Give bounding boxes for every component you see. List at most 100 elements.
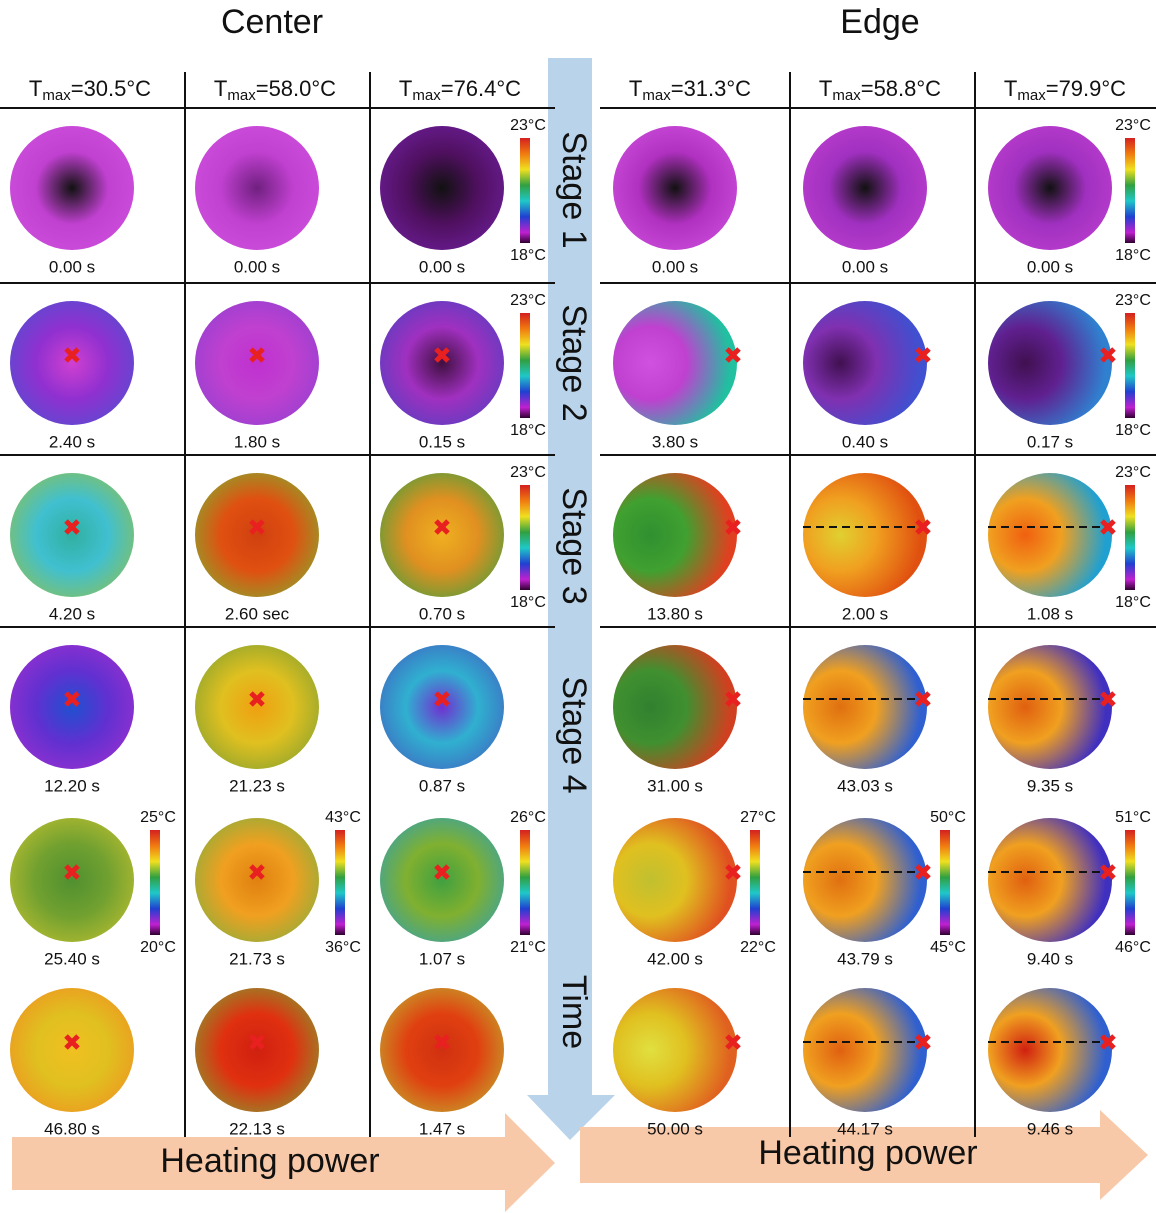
scale-min: 18°C bbox=[1115, 422, 1151, 439]
power-label: Heating power bbox=[160, 1142, 379, 1180]
header-value: =58.8°C bbox=[861, 76, 941, 101]
time-label: 43.79 s bbox=[837, 949, 893, 968]
color-bar bbox=[940, 830, 950, 935]
time-label: 0.70 s bbox=[419, 604, 465, 623]
time-label: 0.00 s bbox=[419, 257, 465, 276]
time-label: 1.80 s bbox=[234, 432, 280, 451]
scale-min: 18°C bbox=[1115, 594, 1151, 611]
header-symbol: T bbox=[214, 76, 227, 101]
thermal-image bbox=[195, 473, 319, 597]
time-label: 46.80 s bbox=[44, 1119, 100, 1138]
time-label: 0.00 s bbox=[842, 257, 888, 276]
time-label: 21.23 s bbox=[229, 776, 285, 795]
time-label: 9.46 s bbox=[1027, 1119, 1073, 1138]
time-label: 22.13 s bbox=[229, 1119, 285, 1138]
time-label: 0.00 s bbox=[49, 257, 95, 276]
thermal-image bbox=[195, 301, 319, 425]
thermal-image bbox=[195, 645, 319, 769]
thermal-image bbox=[195, 818, 319, 942]
time-label: 2.60 sec bbox=[225, 604, 290, 623]
thermal-image bbox=[380, 988, 504, 1112]
header-value: =58.0°C bbox=[256, 76, 336, 101]
scale-min: 18°C bbox=[510, 422, 546, 439]
column-header: Tmax=30.5°C bbox=[29, 76, 151, 104]
time-label: 13.80 s bbox=[647, 604, 703, 623]
stage-label: Stage 1 bbox=[555, 131, 593, 248]
color-bar bbox=[150, 830, 160, 935]
figure: Stage 1Stage 2Stage 3Stage 4TimeCenterHe… bbox=[0, 0, 1156, 1213]
time-label: 9.40 s bbox=[1027, 949, 1073, 968]
time-label: 25.40 s bbox=[44, 949, 100, 968]
scale-min: 45°C bbox=[930, 939, 966, 956]
time-label: 43.03 s bbox=[837, 776, 893, 795]
time-label: 42.00 s bbox=[647, 949, 703, 968]
time-label: 1.07 s bbox=[419, 949, 465, 968]
stage-label: Stage 4 bbox=[555, 676, 593, 793]
scale-min: 46°C bbox=[1115, 939, 1151, 956]
scale-max: 25°C bbox=[140, 809, 176, 826]
time-label: 3.80 s bbox=[652, 432, 698, 451]
time-label: 0.15 s bbox=[419, 432, 465, 451]
header-subscript: max bbox=[227, 87, 256, 104]
time-label: 2.40 s bbox=[49, 432, 95, 451]
header-symbol: T bbox=[819, 76, 832, 101]
scale-min: 20°C bbox=[140, 939, 176, 956]
time-label: 0.40 s bbox=[842, 432, 888, 451]
thermal-image bbox=[988, 645, 1112, 769]
time-label: 0.87 s bbox=[419, 776, 465, 795]
color-bar bbox=[335, 830, 345, 935]
time-label: 21.73 s bbox=[229, 949, 285, 968]
header-value: =79.9°C bbox=[1046, 76, 1126, 101]
scale-min: 18°C bbox=[510, 594, 546, 611]
thermal-image bbox=[803, 301, 927, 425]
thermal-image bbox=[195, 126, 319, 250]
scale-max: 50°C bbox=[930, 809, 966, 826]
color-bar bbox=[520, 313, 530, 418]
content: Stage 1Stage 2Stage 3Stage 4TimeCenterHe… bbox=[0, 3, 1156, 1180]
time-label: 0.17 s bbox=[1027, 432, 1073, 451]
scale-max: 43°C bbox=[325, 809, 361, 826]
thermal-image bbox=[613, 645, 737, 769]
thermal-image bbox=[195, 988, 319, 1112]
header-subscript: max bbox=[832, 87, 861, 104]
thermal-image bbox=[613, 988, 737, 1112]
time-label: 31.00 s bbox=[647, 776, 703, 795]
thermal-image bbox=[10, 473, 134, 597]
scale-min: 21°C bbox=[510, 939, 546, 956]
time-label: 44.17 s bbox=[837, 1119, 893, 1138]
thermal-image bbox=[380, 126, 504, 250]
thermal-image bbox=[988, 473, 1112, 597]
stage-label: Stage 2 bbox=[555, 304, 593, 421]
panel-title: Center bbox=[221, 3, 323, 41]
header-symbol: T bbox=[629, 76, 642, 101]
thermal-image bbox=[988, 988, 1112, 1112]
color-bar bbox=[1125, 830, 1135, 935]
thermal-image bbox=[988, 818, 1112, 942]
thermal-image bbox=[380, 645, 504, 769]
thermal-image bbox=[10, 126, 134, 250]
column-header: Tmax=58.0°C bbox=[214, 76, 336, 104]
header-symbol: T bbox=[399, 76, 412, 101]
column-header: Tmax=58.8°C bbox=[819, 76, 941, 104]
color-bar bbox=[1125, 138, 1135, 243]
thermal-image bbox=[10, 645, 134, 769]
header-value: =30.5°C bbox=[71, 76, 151, 101]
thermal-image bbox=[988, 126, 1112, 250]
thermal-image bbox=[803, 126, 927, 250]
scale-max: 26°C bbox=[510, 809, 546, 826]
header-symbol: T bbox=[29, 76, 42, 101]
thermal-image bbox=[988, 301, 1112, 425]
thermal-image bbox=[380, 818, 504, 942]
column-header: Tmax=31.3°C bbox=[629, 76, 751, 104]
color-bar bbox=[520, 830, 530, 935]
scale-min: 36°C bbox=[325, 939, 361, 956]
panel-title: Edge bbox=[840, 3, 919, 41]
color-bar bbox=[1125, 485, 1135, 590]
column-header: Tmax=79.9°C bbox=[1004, 76, 1126, 104]
scale-max: 51°C bbox=[1115, 809, 1151, 826]
color-bar bbox=[520, 138, 530, 243]
thermal-image bbox=[803, 645, 927, 769]
scale-max: 23°C bbox=[1115, 464, 1151, 481]
column-header: Tmax=76.4°C bbox=[399, 76, 521, 104]
time-label: 1.47 s bbox=[419, 1119, 465, 1138]
